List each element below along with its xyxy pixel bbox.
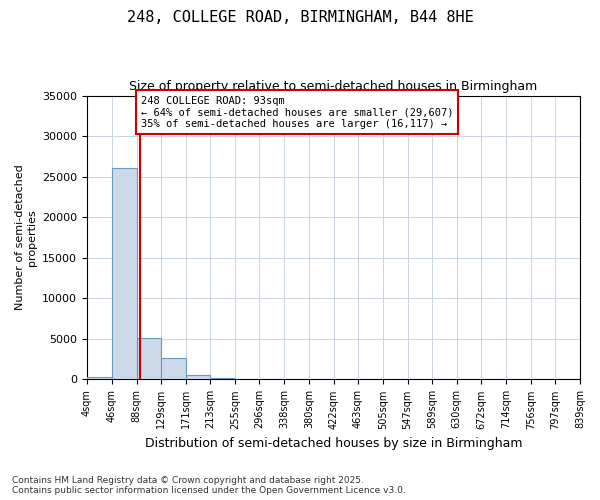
Title: Size of property relative to semi-detached houses in Birmingham: Size of property relative to semi-detach…: [130, 80, 538, 93]
Bar: [235, 379, 259, 380]
Text: Contains HM Land Registry data © Crown copyright and database right 2025.
Contai: Contains HM Land Registry data © Crown c…: [12, 476, 406, 495]
Bar: [112, 168, 137, 380]
Text: 248 COLLEGE ROAD: 93sqm
← 64% of semi-detached houses are smaller (29,607)
35% o: 248 COLLEGE ROAD: 93sqm ← 64% of semi-de…: [141, 96, 453, 129]
Text: 248, COLLEGE ROAD, BIRMINGHAM, B44 8HE: 248, COLLEGE ROAD, BIRMINGHAM, B44 8HE: [127, 10, 473, 25]
X-axis label: Distribution of semi-detached houses by size in Birmingham: Distribution of semi-detached houses by …: [145, 437, 522, 450]
Y-axis label: Number of semi-detached
properties: Number of semi-detached properties: [15, 164, 37, 310]
Bar: [185, 375, 211, 380]
Bar: [211, 378, 235, 380]
Bar: [161, 358, 185, 380]
Bar: [137, 338, 161, 380]
Bar: [87, 376, 112, 380]
